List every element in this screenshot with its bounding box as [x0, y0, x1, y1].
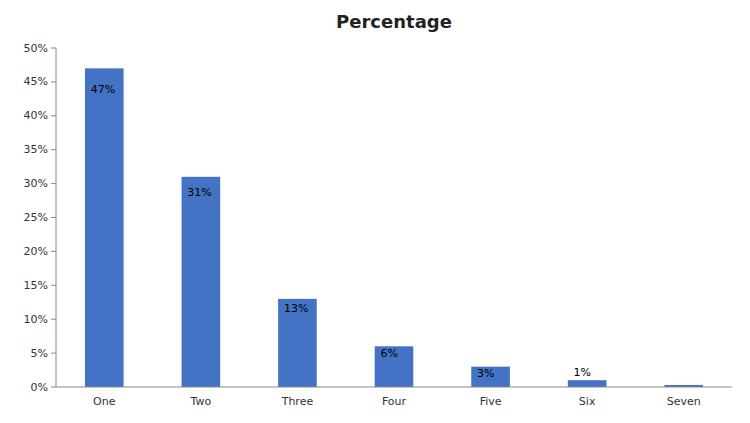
data-label: 31% [187, 186, 211, 199]
y-tick-label: 35% [24, 143, 48, 156]
bars [85, 68, 703, 387]
y-tick-label: 30% [24, 177, 48, 190]
y-tick [51, 183, 56, 184]
x-tick-label: Seven [667, 395, 701, 408]
y-tick-label: 50% [24, 42, 48, 55]
y-tick-label: 25% [24, 211, 48, 224]
y-tick [51, 285, 56, 286]
x-axis-line [56, 387, 732, 388]
y-axis: 0% 5% 10% 15% 20% 25% 30% 35% 40% 45% 50% [24, 42, 56, 394]
bar [278, 299, 317, 387]
bar [85, 68, 124, 387]
y-tick-label: 15% [24, 279, 48, 292]
y-tick [51, 217, 56, 218]
y-tick-label: 45% [24, 75, 48, 88]
chart-title: Percentage [336, 11, 452, 32]
y-tick [51, 319, 56, 320]
y-tick [51, 81, 56, 82]
x-tick-label: Three [281, 395, 314, 408]
y-tick [51, 115, 56, 116]
data-labels: 47% 31% 13% 6% 3% 1% [91, 83, 591, 379]
x-tick-label: One [93, 395, 116, 408]
y-tick [51, 387, 56, 388]
data-label: 13% [284, 302, 308, 315]
bar [568, 380, 607, 387]
chart-svg: Percentage 0% 5% 10% 15% 20% 25% 30% 35% 40% 45% 50… [0, 0, 750, 423]
y-tick-label: 20% [24, 245, 48, 258]
data-label: 3% [477, 367, 494, 380]
y-tick [51, 149, 56, 150]
x-tick-label: Two [190, 395, 212, 408]
y-tick [51, 353, 56, 354]
data-label: 6% [380, 347, 397, 360]
y-tick-label: 0% [31, 381, 48, 394]
y-axis-line [56, 48, 57, 387]
y-tick-label: 5% [31, 347, 48, 360]
bar [182, 177, 221, 387]
data-label: 1% [574, 366, 591, 379]
y-tick-label: 10% [24, 313, 48, 326]
x-tick-label: Six [579, 395, 596, 408]
bar [375, 346, 414, 387]
data-label: 47% [91, 83, 115, 96]
x-tick-label: Five [480, 395, 502, 408]
x-tick-label: Four [382, 395, 407, 408]
chart-container: Percentage 0% 5% 10% 15% 20% 25% 30% 35% 40% 45% 50… [0, 0, 750, 423]
y-tick [51, 48, 56, 49]
bar [471, 367, 510, 387]
y-tick-label: 40% [24, 109, 48, 122]
y-tick [51, 251, 56, 252]
x-axis: One Two Three Four Five Six Seven [93, 395, 701, 408]
